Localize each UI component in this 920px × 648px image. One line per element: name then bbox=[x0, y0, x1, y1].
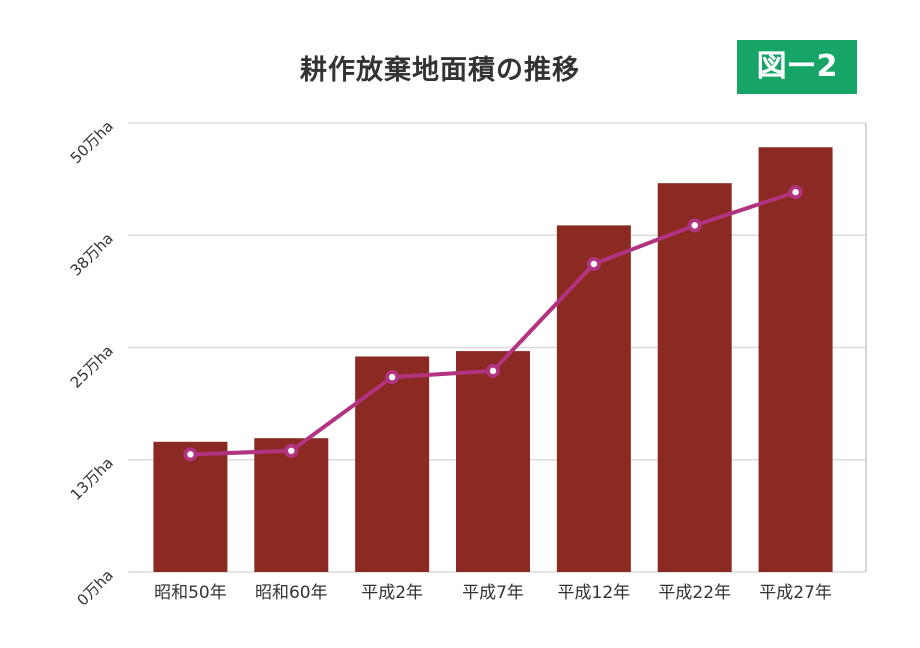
y-tick-labels: 0万ha 13万ha 25万ha 38万ha 50万ha bbox=[67, 117, 117, 609]
chart-title: 耕作放棄地面積の推移 bbox=[300, 55, 580, 86]
trend-line bbox=[183, 185, 803, 462]
x-tick-label: 昭和60年 bbox=[255, 583, 328, 603]
line-point-center bbox=[590, 260, 598, 268]
bars bbox=[153, 147, 833, 572]
x-tick-labels: 昭和50年 昭和60年 平成2年 平成7年 平成12年 平成22年 平成27年 bbox=[154, 583, 832, 603]
bar bbox=[153, 441, 228, 572]
gridlines bbox=[128, 122, 867, 573]
y-tick-label: 50万ha bbox=[67, 117, 117, 167]
y-tick-label: 25万ha bbox=[67, 342, 117, 392]
y-tick-label: 13万ha bbox=[67, 454, 117, 504]
bar bbox=[254, 438, 329, 572]
line-point-center bbox=[187, 451, 194, 458]
x-tick-label: 平成27年 bbox=[759, 583, 832, 603]
y-tick-label: 38万ha bbox=[67, 229, 117, 279]
line-point-center bbox=[288, 447, 295, 454]
bar bbox=[657, 183, 732, 572]
x-tick-label: 平成12年 bbox=[558, 583, 631, 603]
figure-number-badge: 図ー2 bbox=[737, 40, 857, 94]
bar bbox=[456, 351, 530, 572]
bar bbox=[758, 147, 833, 572]
line-point-center bbox=[691, 222, 698, 229]
x-tick-label: 平成7年 bbox=[462, 583, 524, 603]
y-tick-label: 0万ha bbox=[74, 566, 117, 609]
bar bbox=[556, 225, 631, 572]
x-tick-label: 平成2年 bbox=[361, 583, 423, 603]
line-point-center bbox=[792, 188, 799, 196]
line-point-center bbox=[489, 367, 497, 375]
x-tick-label: 昭和50年 bbox=[154, 583, 227, 603]
line-point-center bbox=[388, 373, 396, 381]
bar bbox=[355, 356, 430, 572]
x-tick-label: 平成22年 bbox=[658, 583, 731, 603]
